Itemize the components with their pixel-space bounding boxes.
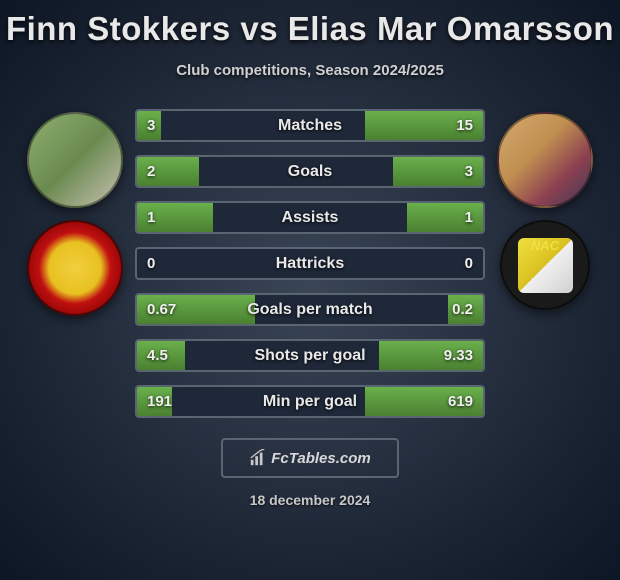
- stat-label: Assists: [137, 209, 483, 227]
- brand-text: FcTables.com: [271, 450, 370, 467]
- player-left-avatar: [27, 112, 123, 208]
- stat-row: 23Goals: [135, 155, 485, 188]
- stat-bars: 315Matches 23Goals 11Assists 00Hattricks 0.6…: [135, 109, 485, 418]
- brand-badge[interactable]: FcTables.com: [221, 438, 399, 478]
- club-right-text: NAC: [531, 238, 559, 253]
- player-right-avatar: [497, 112, 593, 208]
- stat-label: Hattricks: [137, 255, 483, 273]
- chart-icon: [249, 449, 267, 467]
- stat-row: 11Assists: [135, 201, 485, 234]
- right-column: NAC: [495, 109, 595, 418]
- page-title: Finn Stokkers vs Elias Mar Omarsson: [0, 0, 620, 48]
- subtitle: Club competitions, Season 2024/2025: [0, 62, 620, 79]
- stat-row: 315Matches: [135, 109, 485, 142]
- stat-row: 4.59.33Shots per goal: [135, 339, 485, 372]
- club-right-logo: NAC: [500, 220, 590, 310]
- stat-label: Matches: [137, 117, 483, 135]
- comparison-panel: 315Matches 23Goals 11Assists 00Hattricks 0.6…: [0, 109, 620, 418]
- left-column: [25, 109, 125, 418]
- stat-label: Min per goal: [137, 393, 483, 411]
- date-text: 18 december 2024: [0, 492, 620, 508]
- stat-label: Goals per match: [137, 301, 483, 319]
- stat-label: Shots per goal: [137, 347, 483, 365]
- stat-row: 0.670.2Goals per match: [135, 293, 485, 326]
- club-left-logo: [27, 220, 123, 316]
- stat-row: 00Hattricks: [135, 247, 485, 280]
- stat-row: 191619Min per goal: [135, 385, 485, 418]
- stat-label: Goals: [137, 163, 483, 181]
